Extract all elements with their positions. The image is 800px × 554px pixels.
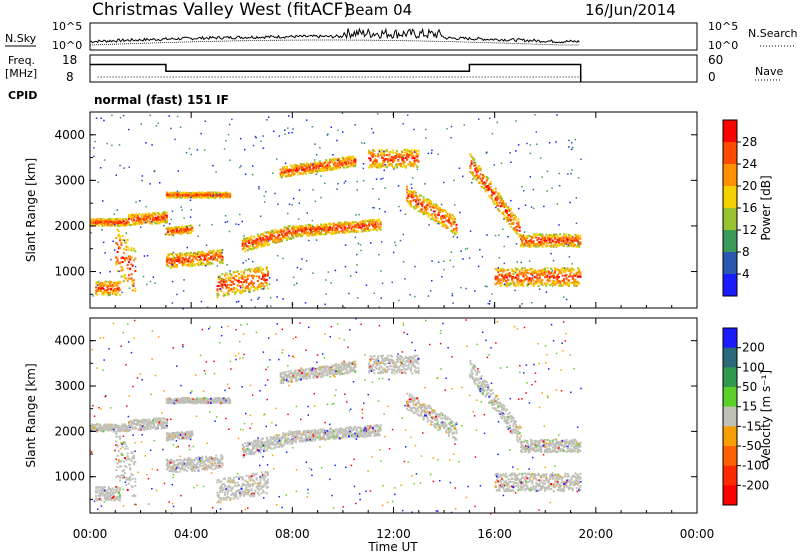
x-tick-label: 00:00 (73, 527, 108, 541)
power-pixels (90, 112, 582, 310)
freq-label-line1: Freq. (8, 54, 35, 67)
power-colorbar-tick-label: 24 (742, 157, 757, 171)
power-colorbar-tick-label: 8 (742, 245, 750, 259)
nave-ytick-top: 60 (708, 53, 723, 67)
power-ytick-label: 3000 (54, 173, 85, 187)
noise-ytick-right-bottom: 10^0 (708, 39, 738, 52)
power-colorbar-tick-label: 28 (742, 135, 757, 149)
cpid-mode: normal (fast) 151 IF (94, 93, 229, 107)
frequency-series (90, 63, 582, 82)
velocity-colorbar-tick-label: 15 (742, 400, 757, 414)
noise-ytick-right-top: 10^5 (708, 20, 738, 33)
freq-label-line2: [MHz] (5, 67, 37, 80)
velocity-colorbar-swatch (723, 347, 737, 368)
velocity-colorbar-swatch (723, 387, 737, 408)
velocity-pixels (90, 318, 582, 515)
velocity-ytick-label: 4000 (54, 334, 85, 348)
nsearch-label: N.Search (748, 27, 798, 40)
power-colorbar-tick-label: 12 (742, 223, 757, 237)
velocity-colorbar-frame (722, 327, 738, 506)
freq-ytick-bottom: 8 (66, 70, 74, 84)
velocity-colorbar-swatch (723, 367, 737, 388)
velocity-ytick-label: 1000 (54, 470, 85, 484)
noise-ytick-left-bottom: 10^0 (52, 39, 82, 52)
noise-panel-frame (89, 22, 698, 51)
velocity-colorbar-tick-label: -15 (742, 419, 762, 433)
noise-ytick-left-top: 10^5 (52, 20, 82, 33)
velocity-panel: 1000 2000 3000 4000 00:00 04:00 08:00 12:00 16:0… (24, 317, 715, 541)
velocity-colorbar-tick-label: -100 (742, 459, 769, 473)
cpid-label: CPID (8, 89, 37, 102)
x-tick-label: 04:00 (174, 527, 209, 541)
x-tick-label: 00:00 (680, 527, 715, 541)
power-colorbar-swatch (723, 164, 737, 187)
velocity-colorbar-swatch (723, 485, 737, 506)
velocity-colorbar-swatch (723, 446, 737, 467)
power-ytick-label: 4000 (54, 128, 85, 142)
velocity-colorbar-tick-label: -200 (742, 478, 769, 492)
x-tick-label: 12:00 (376, 527, 411, 541)
velocity-colorbar-swatch (723, 465, 737, 486)
x-tick-label: 20:00 (579, 527, 614, 541)
power-frame (89, 111, 698, 309)
nsky-label: N.Sky (5, 32, 37, 45)
power-colorbar-tick-label: 4 (742, 267, 750, 281)
power-colorbar-swatch (723, 142, 737, 165)
velocity-colorbar-tick-label: 50 (742, 380, 757, 394)
velocity-colorbar-swatch (723, 426, 737, 447)
freq-panel-frame (89, 54, 698, 83)
velocity-colorbar-tick-label: 100 (742, 360, 765, 374)
x-tick-label: 16:00 (477, 527, 512, 541)
power-colorbar-tick-label: 20 (742, 179, 757, 193)
power-colorbar-label: Power [dB] (759, 175, 773, 240)
velocity-frame (89, 317, 698, 514)
power-ytick-label: 2000 (54, 219, 85, 233)
power-panel: 1000 2000 3000 4000 Slant Range [km] (24, 111, 698, 310)
power-colorbar: 28 24 20 16 12 8 4 Power [dB] (722, 119, 773, 297)
x-axis-label: Time UT (367, 540, 418, 554)
velocity-ytick-label: 2000 (54, 424, 85, 438)
power-colorbar-swatch (723, 186, 737, 209)
date-label: 16/Jun/2014 (585, 1, 676, 19)
x-tick-label: 08:00 (275, 527, 310, 541)
power-colorbar-swatch (723, 274, 737, 297)
beam-label: Beam 04 (345, 1, 412, 19)
power-ytick-label: 1000 (54, 265, 85, 279)
power-colorbar-tick-label: 16 (742, 201, 757, 215)
velocity-colorbar-tick-label: -50 (742, 439, 762, 453)
nave-ytick-bottom: 0 (708, 70, 716, 84)
velocity-colorbar: 200 100 50 15 -15 -50 -100 -200 Velocity [m s⁻¹] (722, 327, 773, 506)
velocity-colorbar-tick-label: 200 (742, 341, 765, 355)
station-title: Christmas Valley West (fitACF) (92, 0, 350, 20)
velocity-colorbar-swatch (723, 406, 737, 427)
velocity-colorbar-swatch (723, 328, 737, 349)
velocity-ytick-label: 3000 (54, 379, 85, 393)
power-colorbar-swatch (723, 208, 737, 231)
power-colorbar-swatch (723, 252, 737, 275)
velocity-colorbar-label: Velocity [m s⁻¹] (759, 370, 773, 463)
nsearch-series (90, 39, 580, 46)
power-colorbar-swatch (723, 230, 737, 253)
nsky-series (89, 27, 580, 44)
power-colorbar-swatch (723, 120, 737, 143)
nave-label: Nave (755, 65, 783, 78)
velocity-ylabel: Slant Range [km] (24, 363, 38, 467)
freq-ytick-top: 18 (62, 53, 77, 67)
power-ylabel: Slant Range [km] (24, 158, 38, 262)
